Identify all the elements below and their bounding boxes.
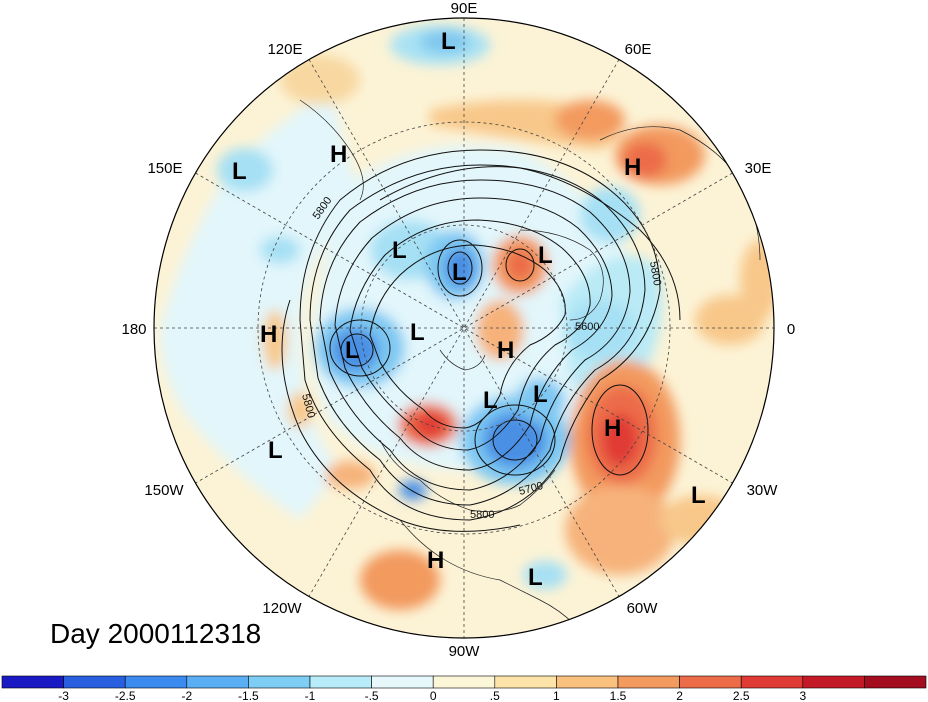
lon-label-30e: 30E	[745, 160, 772, 177]
colorbar-swatch	[556, 675, 619, 689]
colorbar-tick-label: 1.5	[610, 689, 627, 702]
colorbar-swatch	[63, 675, 126, 689]
high-center: H	[624, 154, 641, 181]
colorbar-tick-label: -3	[58, 689, 69, 702]
colorbar-tick-label: .5	[490, 689, 500, 702]
colorbar-tick-label: -1.5	[238, 689, 259, 702]
colorbar-tick-label: -.5	[365, 689, 379, 702]
low-center: L	[392, 237, 407, 264]
lon-label-30w: 30W	[747, 482, 779, 499]
colorbar-swatch	[617, 675, 680, 689]
low-center: L	[528, 564, 543, 591]
low-center: L	[441, 28, 456, 55]
low-center: L	[538, 242, 553, 269]
colorbar-swatch	[248, 675, 311, 689]
contour-label-5600: 5600	[575, 321, 599, 333]
low-center: L	[483, 387, 498, 414]
lon-label-120w: 120W	[262, 600, 302, 617]
coastlines	[299, 99, 761, 626]
low-center: L	[345, 337, 360, 364]
lon-label-0: 0	[787, 321, 795, 338]
colorbar-swatch	[864, 675, 927, 689]
low-center: L	[232, 158, 247, 185]
contour-label-5800-e: 5800	[647, 260, 663, 286]
low-center: L	[268, 437, 283, 464]
low-center: L	[691, 482, 706, 509]
lon-label-150e: 150E	[147, 160, 182, 177]
lon-label-150w: 150W	[144, 482, 184, 499]
low-center: L	[533, 381, 548, 408]
lon-label-90e: 90E	[451, 0, 478, 17]
colorbar-tick-label: -2.5	[115, 689, 136, 702]
colorbar-tick-label: 1	[553, 689, 560, 702]
pressure-centers: L H L H L L L L H L H L L H L H L L	[232, 28, 706, 591]
contour-label-5800-s: 5800	[470, 509, 494, 521]
colorbar-tick-label: -2	[181, 689, 192, 702]
high-center: H	[260, 321, 277, 348]
map-title: Day 2000112318	[50, 618, 262, 649]
colorbar-swatch	[309, 675, 372, 689]
lon-label-60e: 60E	[625, 41, 652, 58]
high-center: H	[330, 141, 347, 168]
colorbar-tick-label: -1	[305, 689, 316, 702]
height-contours	[281, 149, 681, 532]
lon-label-60w: 60W	[627, 600, 659, 617]
colorbar-swatch	[802, 675, 865, 689]
low-center: L	[452, 259, 467, 286]
high-center: H	[427, 547, 444, 574]
colorbar-tick-label: 2	[676, 689, 683, 702]
lon-label-180: 180	[121, 321, 146, 338]
graticule	[154, 18, 774, 638]
colorbar: -3 -2.5 -2 -1.5 -1 -.5 0 .5 1 1.5 2 2.5 3	[1, 675, 927, 702]
longitude-labels: 90E 60E 30E 0 30W 60W 90W 120W 150W 180 …	[121, 0, 795, 660]
lon-label-90w: 90W	[449, 643, 481, 660]
colorbar-swatch	[1, 675, 64, 689]
colorbar-swatch	[494, 675, 557, 689]
map-boundary	[153, 17, 775, 639]
colorbar-swatch	[371, 675, 434, 689]
colorbar-tick-label: 3	[799, 689, 806, 702]
colorbar-swatch	[124, 675, 188, 689]
colorbar-swatch	[432, 675, 496, 689]
colorbar-swatch	[186, 675, 249, 689]
high-center: H	[604, 415, 621, 442]
colorbar-swatch	[740, 675, 804, 689]
low-center: L	[410, 319, 425, 346]
colorbar-swatch	[679, 675, 742, 689]
lon-label-120e: 120E	[267, 41, 302, 58]
high-center: H	[497, 337, 514, 364]
colorbar-tick-label: 0	[430, 689, 437, 702]
colorbar-tick-label: 2.5	[733, 689, 750, 702]
